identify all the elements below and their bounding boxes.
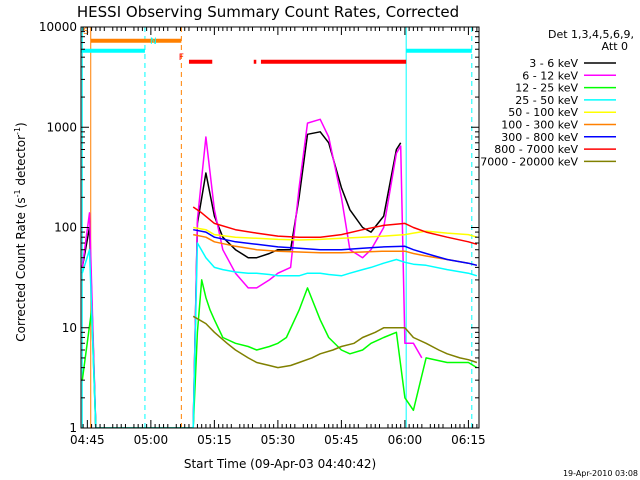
x-tick-label-6: 06:15 xyxy=(451,433,486,447)
series-line-7 xyxy=(192,206,478,246)
series-line-2 xyxy=(81,279,478,428)
x-tick-label-4: 05:45 xyxy=(324,433,359,447)
plot-area: S N F xyxy=(81,27,478,428)
legend-label-0: 3 - 6 keV xyxy=(529,57,578,70)
flag-annotation-2: F xyxy=(179,53,184,63)
legend-header-detectors: Det 1,3,4,5,6,9, xyxy=(548,28,634,41)
y-label-end: ) xyxy=(14,122,28,127)
flag-annotation-1: N xyxy=(150,37,157,47)
series-line-5 xyxy=(193,233,478,267)
y-label-mid: detector xyxy=(14,135,28,190)
y-label-sup1: -1 xyxy=(13,189,22,197)
x-tick-label-2: 05:15 xyxy=(197,433,232,447)
y-label-sup2: -1 xyxy=(13,127,22,135)
axes: 1 10 100 1000 10000 04:45 05:00 05:15 05:30 05:45… xyxy=(39,20,486,447)
legend-label-1: 6 - 12 keV xyxy=(522,69,578,82)
legend-label-4: 50 - 100 keV xyxy=(508,106,578,119)
flag-annotation-0: S xyxy=(83,27,89,37)
x-tick-label-0: 04:45 xyxy=(70,433,105,447)
x-tick-label-1: 05:00 xyxy=(134,433,169,447)
series-line-6 xyxy=(193,228,478,267)
y-tick-label-3: 1000 xyxy=(46,120,77,134)
y-tick-label-4: 10000 xyxy=(39,20,77,34)
y-tick-label-2: 100 xyxy=(54,221,77,235)
legend-header-attenuator: Att 0 xyxy=(602,40,628,53)
x-axis-label: Start Time (09-Apr-03 04:40:42) xyxy=(184,457,376,471)
chart-title: HESSI Observing Summary Count Rates, Cor… xyxy=(77,3,459,21)
y-label-main: Corrected Count Rate (s xyxy=(14,197,28,341)
x-tick-label-3: 05:30 xyxy=(261,433,296,447)
series-line-8 xyxy=(192,315,478,369)
series-line-4 xyxy=(193,226,478,241)
legend-label-2: 12 - 25 keV xyxy=(515,82,578,95)
render-timestamp: 19-Apr-2010 03:08 xyxy=(563,469,638,478)
y-tick-label-0: 1 xyxy=(69,421,77,435)
legend-label-5: 100 - 300 keV xyxy=(501,119,578,132)
series-line-3 xyxy=(81,242,478,428)
y-tick-label-1: 10 xyxy=(62,321,77,335)
legend-label-6: 300 - 800 keV xyxy=(501,131,578,144)
legend-label-3: 25 - 50 keV xyxy=(515,94,578,107)
y-axis-label: Corrected Count Rate (s-1 detector-1) xyxy=(13,122,28,341)
legend-label-7: 800 - 7000 keV xyxy=(494,143,578,156)
legend-label-8: 7000 - 20000 keV xyxy=(480,155,578,168)
x-tick-label-5: 06:00 xyxy=(388,433,423,447)
